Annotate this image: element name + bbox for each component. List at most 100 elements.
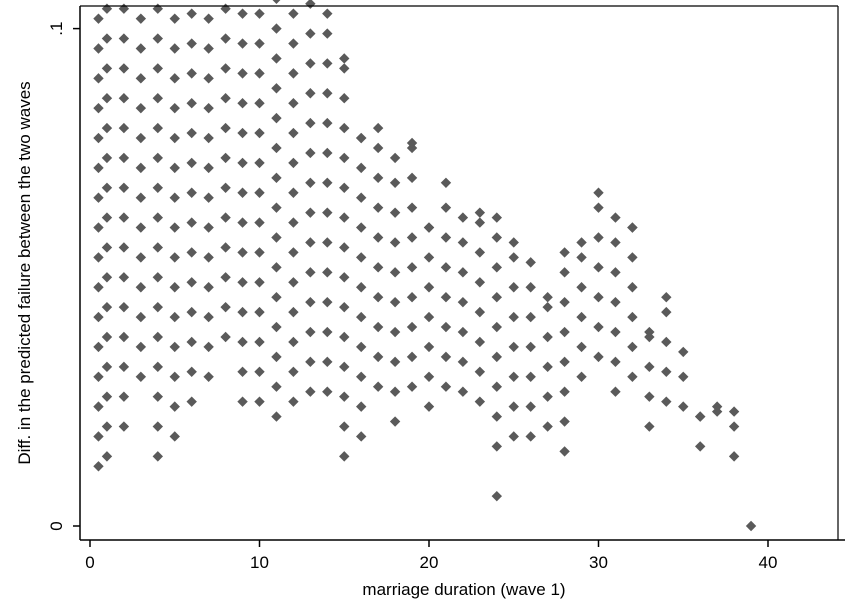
data-point bbox=[322, 117, 333, 129]
data-point bbox=[491, 232, 502, 243]
data-point bbox=[288, 8, 299, 19]
data-point bbox=[271, 321, 282, 333]
data-point bbox=[389, 416, 401, 427]
data-point bbox=[339, 93, 350, 104]
data-point bbox=[135, 341, 147, 353]
data-point bbox=[288, 38, 299, 49]
data-point bbox=[254, 247, 265, 258]
data-point bbox=[678, 371, 689, 382]
data-point bbox=[508, 401, 519, 412]
data-point bbox=[237, 336, 248, 348]
data-point bbox=[356, 341, 367, 353]
data-point bbox=[169, 102, 180, 114]
data-point bbox=[93, 282, 104, 293]
data-point bbox=[474, 277, 486, 288]
data-point bbox=[610, 296, 621, 308]
x-axis-title: marriage duration (wave 1) bbox=[362, 580, 565, 599]
data-point bbox=[339, 331, 350, 343]
data-point bbox=[440, 232, 452, 243]
data-point bbox=[237, 68, 248, 79]
data-point bbox=[491, 441, 502, 452]
y-axis-title: Diff. in the predicted failure between t… bbox=[15, 81, 34, 464]
y-tick-label: .1 bbox=[47, 22, 66, 36]
data-point bbox=[305, 28, 316, 39]
data-point bbox=[644, 391, 655, 402]
data-point bbox=[169, 252, 180, 263]
data-point bbox=[322, 386, 333, 397]
data-point bbox=[152, 122, 163, 134]
data-point bbox=[423, 401, 435, 412]
data-point bbox=[423, 371, 435, 382]
data-point bbox=[322, 58, 333, 69]
data-point bbox=[356, 192, 367, 203]
data-point bbox=[440, 381, 452, 392]
data-point bbox=[339, 391, 350, 402]
data-point bbox=[423, 282, 435, 293]
data-point bbox=[491, 291, 502, 303]
data-point bbox=[118, 331, 130, 343]
data-point bbox=[356, 431, 367, 442]
data-point bbox=[203, 252, 214, 263]
data-point bbox=[101, 242, 113, 253]
data-point bbox=[525, 431, 536, 442]
data-point bbox=[254, 217, 265, 228]
data-point bbox=[305, 147, 316, 159]
data-point bbox=[288, 336, 299, 348]
data-point bbox=[271, 262, 282, 273]
data-point bbox=[169, 132, 180, 144]
data-point bbox=[525, 341, 536, 353]
data-point bbox=[135, 43, 147, 54]
data-point bbox=[457, 326, 469, 338]
data-point bbox=[152, 182, 163, 193]
data-point bbox=[220, 33, 231, 44]
data-point bbox=[152, 93, 163, 104]
data-point bbox=[745, 520, 757, 532]
data-point bbox=[339, 451, 350, 462]
data-point bbox=[389, 177, 401, 188]
data-point bbox=[152, 301, 163, 313]
data-point bbox=[644, 326, 655, 338]
data-point bbox=[101, 331, 113, 343]
data-point bbox=[322, 28, 333, 39]
data-point bbox=[440, 262, 452, 273]
data-point bbox=[372, 232, 384, 243]
data-point bbox=[525, 371, 536, 382]
data-point bbox=[186, 336, 197, 348]
data-point bbox=[186, 38, 197, 49]
data-point bbox=[305, 207, 316, 218]
data-point bbox=[101, 451, 113, 462]
data-point bbox=[305, 177, 316, 188]
data-point bbox=[406, 351, 418, 363]
data-point bbox=[440, 321, 452, 333]
data-point bbox=[288, 396, 299, 407]
data-point bbox=[169, 401, 180, 412]
data-point bbox=[203, 192, 214, 203]
data-point bbox=[135, 132, 147, 144]
data-point bbox=[101, 361, 113, 373]
data-point bbox=[169, 73, 180, 84]
data-point bbox=[372, 351, 384, 363]
data-point bbox=[542, 301, 553, 313]
data-point bbox=[593, 262, 604, 273]
data-point bbox=[93, 311, 104, 323]
data-point bbox=[118, 212, 130, 223]
data-point bbox=[169, 222, 180, 233]
data-point bbox=[525, 311, 536, 323]
data-point bbox=[559, 356, 570, 368]
data-point bbox=[254, 396, 265, 407]
data-point bbox=[152, 242, 163, 253]
data-point bbox=[661, 396, 672, 407]
data-point bbox=[576, 237, 587, 248]
data-point bbox=[491, 262, 502, 273]
data-point bbox=[118, 63, 130, 74]
data-point bbox=[322, 147, 333, 159]
data-point bbox=[356, 371, 367, 382]
data-point bbox=[288, 247, 299, 258]
data-point bbox=[610, 237, 621, 248]
data-point bbox=[203, 341, 214, 353]
y-tick-label: 0 bbox=[47, 521, 66, 530]
data-point bbox=[339, 421, 350, 432]
data-point bbox=[101, 272, 113, 283]
data-point bbox=[186, 217, 197, 228]
data-point bbox=[118, 301, 130, 313]
